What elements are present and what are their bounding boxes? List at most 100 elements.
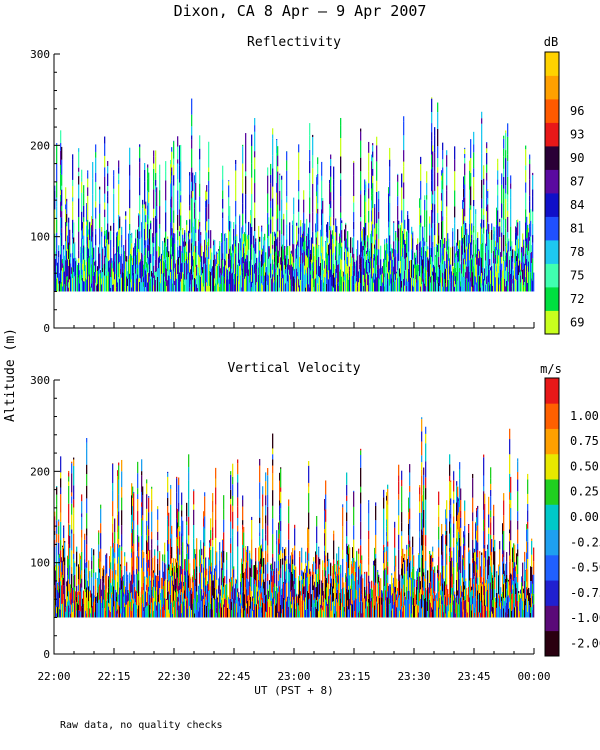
data-cell: [462, 200, 464, 209]
data-cell: [278, 580, 280, 592]
data-cell: [193, 259, 195, 273]
data-cell: [168, 564, 170, 571]
data-cell: [507, 161, 509, 177]
data-cell: [416, 274, 418, 283]
data-cell: [323, 282, 325, 288]
data-cell: [278, 611, 280, 618]
data-cell: [312, 168, 314, 184]
data-cell: [226, 560, 228, 570]
data-cell: [171, 602, 173, 618]
data-cell: [214, 285, 216, 292]
data-cell: [505, 240, 507, 247]
data-cell: [464, 157, 466, 164]
data-cell: [215, 598, 217, 613]
data-cell: [315, 232, 317, 244]
data-cell: [222, 190, 224, 199]
data-cell: [325, 494, 327, 510]
data-cell: [179, 145, 181, 166]
data-cell: [526, 229, 528, 239]
data-cell: [68, 578, 70, 592]
data-cell: [469, 271, 471, 282]
data-cell: [440, 270, 442, 283]
data-cell: [177, 146, 179, 160]
data-cell: [84, 559, 86, 570]
data-cell: [254, 251, 256, 265]
data-cell: [225, 233, 227, 245]
data-cell: [375, 223, 377, 240]
data-cell: [212, 500, 214, 513]
data-cell: [280, 491, 282, 504]
data-cell: [206, 232, 208, 245]
data-cell: [166, 268, 168, 277]
data-cell: [191, 273, 193, 292]
data-cell: [454, 206, 456, 218]
data-cell: [284, 265, 286, 271]
data-cell: [81, 551, 83, 571]
data-cell: [188, 559, 190, 576]
data-cell: [56, 163, 58, 182]
data-cell: [406, 267, 408, 279]
data-cell: [118, 277, 120, 292]
data-cell: [276, 183, 278, 193]
data-cell: [466, 278, 468, 292]
data-cell: [369, 261, 371, 273]
data-cell: [167, 238, 169, 246]
data-cell: [148, 497, 150, 513]
data-cell: [318, 605, 320, 612]
data-cell: [145, 287, 147, 292]
data-cell: [137, 593, 139, 609]
data-cell: [88, 276, 90, 286]
data-cell: [136, 278, 138, 292]
data-cell: [132, 486, 134, 498]
data-cell: [282, 609, 284, 618]
data-cell: [270, 263, 272, 278]
data-cell: [145, 201, 147, 209]
data-cell: [179, 257, 181, 273]
data-cell: [363, 285, 365, 292]
data-cell: [209, 264, 211, 271]
data-cell: [270, 163, 272, 175]
data-cell: [352, 265, 354, 276]
data-cell: [124, 556, 126, 566]
data-cell: [407, 211, 409, 215]
data-cell: [529, 257, 531, 277]
data-cell: [67, 555, 69, 568]
data-cell: [410, 265, 412, 278]
data-cell: [274, 261, 276, 281]
data-cell: [281, 594, 283, 614]
data-cell: [71, 529, 73, 534]
data-cell: [90, 286, 92, 292]
data-cell: [285, 571, 287, 580]
data-cell: [204, 283, 206, 292]
data-cell: [101, 259, 103, 279]
data-cell: [57, 277, 59, 292]
data-cell: [296, 285, 298, 292]
data-cell: [304, 251, 306, 266]
data-cell: [60, 273, 62, 284]
data-cell: [438, 256, 440, 268]
data-cell: [148, 529, 150, 536]
velocity-panel: 22:00 22:15 22:30 22:45 23:00 23:15 23:30 23:45…: [30, 374, 550, 683]
data-cell: [152, 272, 154, 292]
data-cell: [255, 272, 257, 286]
data-cell: [250, 233, 252, 248]
data-cell: [81, 513, 83, 517]
data-cell: [460, 270, 462, 282]
data-cell: [211, 252, 213, 269]
data-cell: [183, 593, 185, 602]
data-cell: [61, 281, 63, 292]
data-cell: [464, 147, 466, 150]
data-cell: [258, 267, 260, 275]
data-cell: [210, 549, 212, 567]
data-cell: [276, 573, 278, 587]
data-cell: [350, 267, 352, 274]
data-cell: [60, 283, 62, 292]
data-cell: [279, 554, 281, 575]
data-cell: [81, 587, 83, 607]
data-cell: [307, 240, 309, 247]
data-cell: [180, 191, 182, 196]
data-cell: [137, 557, 139, 574]
data-cell: [113, 271, 115, 285]
data-cell: [135, 589, 137, 592]
data-cell: [289, 563, 291, 564]
